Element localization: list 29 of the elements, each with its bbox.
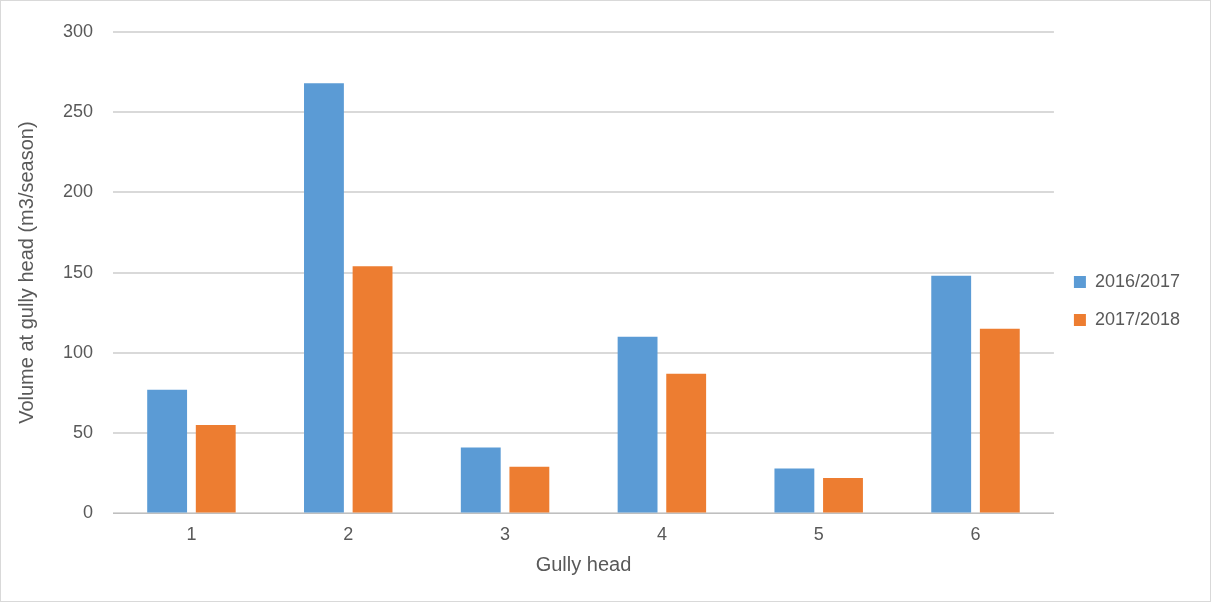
bar	[617, 336, 658, 513]
bar	[195, 425, 236, 513]
bar	[979, 328, 1020, 513]
x-tick-label: 4	[656, 524, 667, 545]
y-tick-label: 50	[73, 422, 94, 443]
legend-label: 2017/2018	[1094, 308, 1181, 329]
y-tick-label: 200	[62, 181, 94, 202]
bar	[460, 447, 501, 513]
y-tick-label: 150	[62, 261, 94, 282]
x-tick-label: 3	[500, 524, 511, 545]
bar	[352, 266, 393, 513]
bar	[304, 83, 344, 513]
y-tick-label: 300	[62, 20, 94, 41]
y-axis-title: Volume at gully head (m3/season)	[14, 121, 37, 424]
x-tick-label: 5	[813, 524, 824, 545]
x-tick-label: 6	[970, 524, 981, 545]
y-tick-label: 100	[62, 341, 94, 362]
legend-label: 2016/2017	[1094, 270, 1181, 291]
x-tick-label: 1	[186, 524, 197, 545]
bar	[823, 478, 863, 513]
bar	[147, 389, 188, 513]
x-axis-title: Gully head	[535, 552, 632, 575]
y-tick-label: 250	[62, 101, 94, 122]
bar	[666, 373, 707, 513]
bar	[931, 275, 972, 513]
bar	[774, 468, 815, 513]
bar	[509, 466, 550, 513]
y-tick-label: 0	[83, 502, 94, 523]
x-tick-label: 2	[343, 524, 354, 545]
